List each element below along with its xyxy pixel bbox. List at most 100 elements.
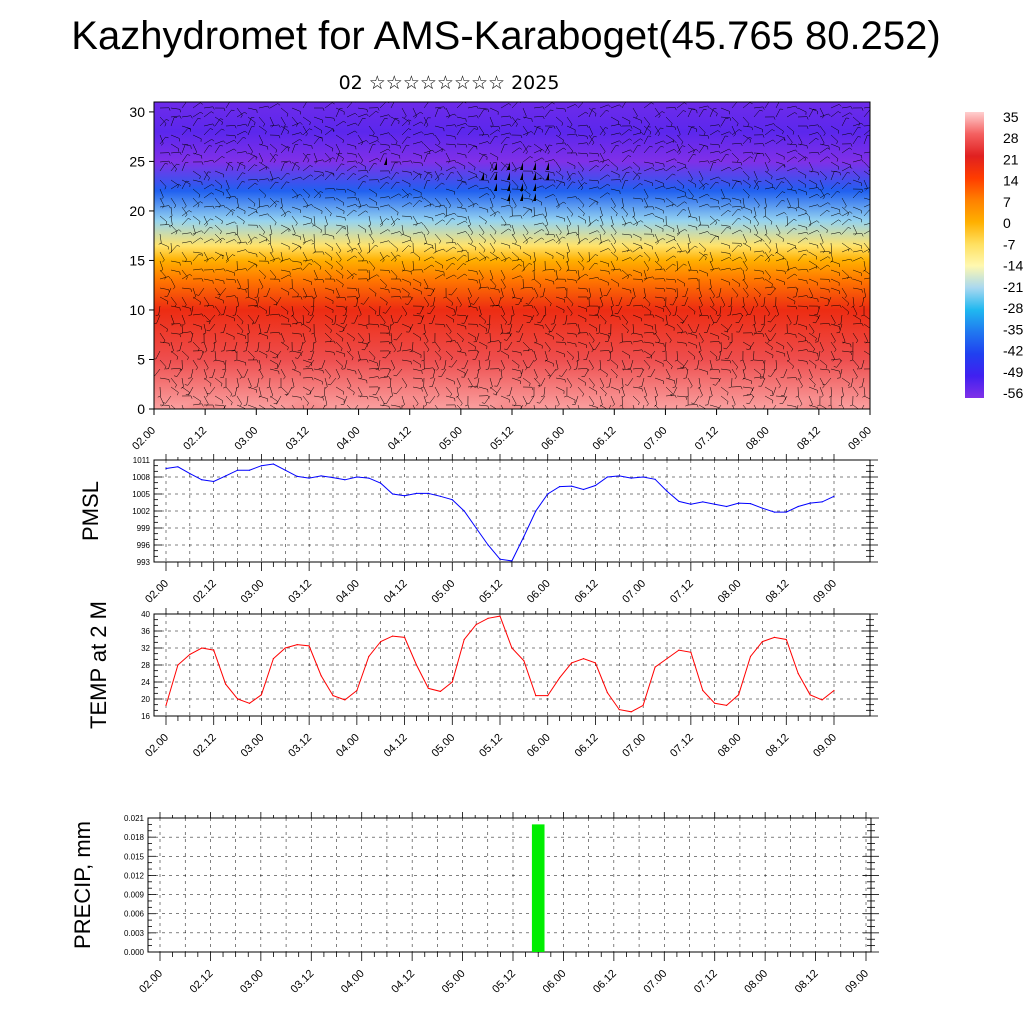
data-point (821, 699, 823, 701)
data-point (523, 535, 525, 538)
x-tick-label: 06.12 (590, 425, 618, 453)
x-tick-label: 07.12 (668, 732, 696, 760)
y-axis-label: PRECIP, mm (70, 821, 95, 949)
data-point (809, 502, 811, 504)
y-tick-label: 1008 (132, 473, 150, 482)
wind-flags (384, 157, 549, 201)
y-tick-label: 1011 (133, 456, 151, 465)
pmsl-panel: 993 996 999 1002 1005 1008 1011 02.00 02.12 03.00… (78, 454, 878, 606)
colorbar-label: -28 (1003, 300, 1023, 316)
data-point (356, 689, 358, 692)
data-point (547, 493, 549, 495)
colorbar-label: 21 (1003, 151, 1019, 167)
data-point (260, 465, 262, 467)
wind-flag-icon (546, 162, 549, 170)
x-tick-label: 09.00 (843, 968, 871, 996)
x-tick-label: 05.12 (477, 578, 505, 606)
data-point (475, 527, 477, 529)
data-point (511, 560, 513, 562)
x-tick-label: 06.00 (525, 578, 553, 606)
y-tick-label: 5 (137, 351, 145, 367)
colorbar-label: 0 (1003, 215, 1011, 231)
data-point (237, 469, 239, 471)
data-point (404, 636, 406, 639)
x-tick-label: 07.12 (668, 578, 696, 606)
data-point (308, 477, 310, 479)
wind-flag-icon (494, 172, 497, 180)
data-point (189, 473, 191, 475)
x-tick-label: 06.12 (591, 968, 619, 996)
y-tick-label: 32 (141, 644, 150, 653)
x-tick-label: 07.00 (641, 968, 669, 996)
data-point (332, 695, 334, 697)
panel-frame (147, 817, 872, 953)
data-point (308, 645, 310, 647)
x-tick-label: 03.00 (238, 968, 266, 996)
x-tick-label: 03.12 (286, 732, 314, 760)
data-point (272, 658, 274, 660)
y-tick-label: 996 (137, 541, 151, 550)
y-tick-label: 24 (141, 678, 150, 687)
data-point (225, 683, 227, 685)
x-tick-label: 08.00 (716, 732, 744, 760)
data-point (761, 507, 764, 509)
data-point (642, 476, 644, 478)
data-point (833, 689, 835, 692)
wind-flag-icon (507, 183, 510, 191)
x-tick-label: 04.00 (334, 578, 362, 606)
data-point (213, 649, 215, 651)
data-point (380, 482, 382, 484)
x-tick-label: 02.00 (143, 732, 171, 760)
x-tick-label: 08.12 (793, 968, 821, 996)
data-point (666, 658, 668, 660)
data-point (559, 677, 561, 679)
chart-subtitle: 02 ☆☆☆☆☆☆☆☆ 2025 (338, 72, 560, 94)
data-point (642, 704, 644, 707)
data-point (726, 505, 728, 508)
y-tick-label: 15 (129, 252, 145, 268)
warm-bubble (369, 355, 450, 409)
wind-flag-icon (520, 193, 523, 201)
data-point (344, 699, 346, 701)
colorbar-fill (965, 112, 984, 398)
data-point (475, 624, 477, 626)
data-point (177, 466, 179, 468)
x-tick-label: 04.00 (334, 732, 362, 760)
wind-flag-icon (520, 183, 523, 191)
data-point (487, 544, 489, 546)
wind-flag-icon (494, 183, 497, 191)
data-point (248, 469, 251, 471)
wind-flag-icon (533, 183, 536, 191)
x-tick-label: 07.00 (620, 732, 648, 760)
x-tick-label: 05.12 (488, 425, 516, 453)
y-tick-label: 28 (141, 661, 150, 670)
colorbar-label: -21 (1003, 279, 1023, 295)
x-tick-label: 04.12 (382, 732, 410, 760)
data-point (809, 694, 811, 696)
x-tick-label: 08.12 (795, 425, 823, 453)
y-tick-label: 20 (141, 695, 150, 704)
x-tick-label: 03.12 (288, 968, 316, 996)
wind-flag-icon (494, 162, 497, 170)
data-point (797, 505, 799, 508)
data-point (427, 492, 429, 494)
y-tick-label: 0.015 (124, 852, 145, 861)
data-point (213, 480, 215, 483)
y-tick-label: 0.009 (124, 891, 145, 900)
data-point (749, 503, 752, 505)
x-tick-label: 03.12 (284, 425, 312, 453)
x-tick-label: 04.00 (335, 425, 363, 453)
data-point (320, 675, 322, 677)
warm-bubble (778, 355, 859, 409)
data-point (487, 617, 489, 619)
precip-bar (531, 824, 545, 952)
data-point (690, 503, 692, 505)
data-point (356, 476, 358, 478)
data-point (594, 484, 597, 487)
data-point (201, 647, 203, 649)
data-point (511, 647, 513, 649)
data-point (702, 501, 704, 503)
data-point (237, 698, 239, 700)
data-point (773, 511, 776, 513)
